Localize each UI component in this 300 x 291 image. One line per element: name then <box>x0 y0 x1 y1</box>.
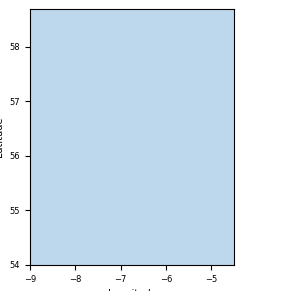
X-axis label: Longitude: Longitude <box>108 289 156 291</box>
Y-axis label: Latitude: Latitude <box>0 117 4 157</box>
